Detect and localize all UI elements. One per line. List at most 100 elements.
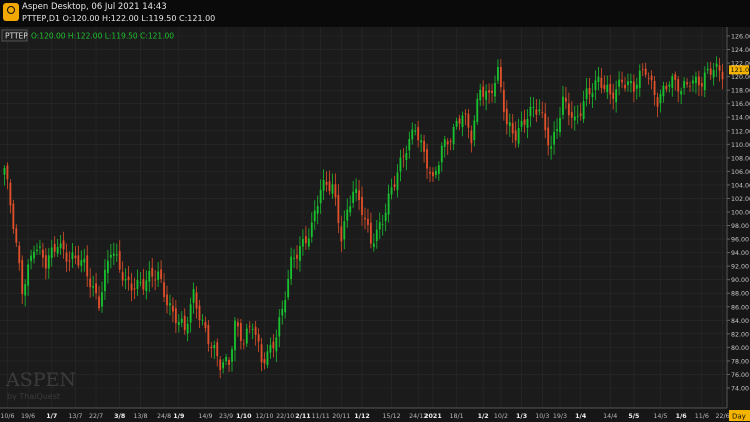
title-bar: Aspen Desktop, 06 Jul 2021 14:43 PTTEP,D… [0,0,750,27]
candle [718,57,721,82]
candle [665,82,668,93]
candle [186,316,189,342]
candle [180,311,183,328]
time-tick-label: 1/10 [236,413,252,420]
candle [476,93,479,125]
candle [183,308,186,335]
candle [630,73,632,93]
candle [112,242,115,266]
candle [104,259,106,301]
price-tick-label: 82.00 [731,331,749,338]
candle [228,357,230,373]
candle [310,212,313,243]
candle [118,240,121,273]
last-price-label: 121.00 [731,66,750,74]
candle [591,83,594,108]
time-tick-label: 11/11 [312,413,330,420]
candle [355,178,358,202]
candle [242,339,245,350]
candle [700,77,703,97]
time-tick-label: 20/11 [332,413,350,420]
candle [24,279,27,307]
time-tick-label: 1/3 [516,413,527,420]
candle [325,171,328,192]
candle [417,120,420,148]
candle [53,236,56,258]
candle [650,70,653,90]
candle [579,102,582,121]
candle [343,210,346,250]
candle [287,270,290,301]
candle [130,272,133,302]
time-tick-label: 24/12 [409,413,427,420]
candle [594,70,597,101]
candle [390,178,393,200]
candle [189,297,192,333]
time-tick-label: 1/9 [173,413,184,420]
candle [437,161,440,181]
candle [511,114,514,144]
candle [281,300,284,325]
candle [600,68,603,94]
price-tick-label: 86.00 [731,304,749,311]
candle [160,260,163,283]
candle [706,62,709,74]
window-title: Aspen Desktop, 06 Jul 2021 14:43 [22,2,167,12]
candle [307,228,310,250]
candle [39,239,41,255]
price-tick-label: 114.00 [731,115,750,122]
candle [234,317,236,362]
candle [6,162,9,190]
candle [177,314,180,333]
price-tick-label: 104.00 [731,182,750,189]
candle [677,75,680,103]
candle [269,337,272,359]
candle [231,346,233,372]
candle [316,195,319,225]
candle [369,212,372,249]
watermark-subtext: by ThaiQuest [7,392,60,401]
price-axis[interactable]: 126.00 124.00 122.00 120.00 118.00 116.00 114.… [726,27,750,408]
candle [689,81,691,93]
price-chart[interactable]: ASPEN by ThaiQuest 126.00 124.00 122.00 120… [0,27,750,422]
time-tick-label: 22/10 [276,413,294,420]
time-tick-label: 10/3 [535,413,549,420]
symbol-label: PTTEP [5,32,28,41]
candle [627,73,629,92]
candle [313,200,316,230]
ohlc-readout: O:120.00 H:122.00 L:119.50 C:121.00 [31,32,174,41]
candle [154,269,157,291]
candle [703,66,706,98]
candle [124,268,127,290]
candle [89,268,92,298]
candle [570,101,573,129]
timeframe-badge[interactable] [729,410,750,421]
time-tick-label: 11/6 [695,413,709,420]
candle [692,75,694,92]
price-tick-label: 78.00 [731,358,749,365]
candle [59,235,62,255]
candle [204,316,207,333]
time-axis[interactable]: 10/6 19/6 1/7 13/7 22/7 3/8 13/8 24/8 1/9 14/9 23/… [0,407,730,420]
candle [562,85,564,120]
candle [169,294,171,316]
symbol-tag[interactable] [1,29,28,42]
candle [440,142,443,172]
candle [443,135,446,158]
candle [547,116,550,156]
time-tick-label: 18/1 [450,413,464,420]
price-tick-label: 116.00 [731,101,750,108]
candle [62,231,65,259]
candle [529,96,532,127]
candle [121,261,124,287]
candle [74,246,77,264]
candle [482,80,485,106]
price-tick-label: 84.00 [731,318,749,325]
candle [644,62,647,78]
time-tick-label: 19/3 [553,413,567,420]
time-tick-label: 22/7 [89,413,103,420]
price-tick-label: 94.00 [731,250,749,257]
candle [349,195,352,217]
candle [464,109,467,126]
candle [15,224,18,248]
